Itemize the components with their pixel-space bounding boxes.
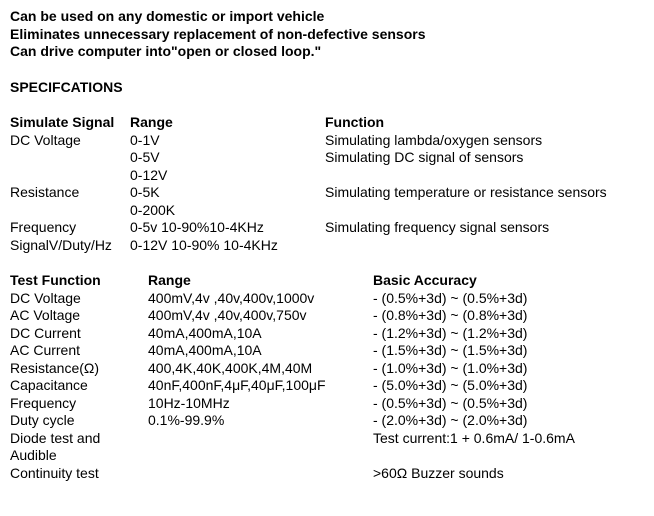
table-row: 0-200K xyxy=(10,202,644,220)
table-row: SignalV/Duty/Hz 0-12V 10-90% 10-4KHz xyxy=(10,237,644,255)
test-col-1: 10Hz-10MHz xyxy=(148,395,373,413)
test-col-1: 40mA,400mA,10A xyxy=(148,342,373,360)
test-col-1 xyxy=(148,465,373,483)
test-col-2: - (0.5%+3d) ~ (0.5%+3d) xyxy=(373,395,644,413)
test-col-1: 40mA,400mA,10A xyxy=(148,325,373,343)
intro-line-1: Can be used on any domestic or import ve… xyxy=(10,8,644,26)
sig-col-2 xyxy=(325,237,644,255)
table-row: 0-5V Simulating DC signal of sensors xyxy=(10,149,644,167)
sig-col-2 xyxy=(325,202,644,220)
test-col-2: >60Ω Buzzer sounds xyxy=(373,465,644,483)
test-col-0: Continuity test xyxy=(10,465,148,483)
test-col-2: - (0.8%+3d) ~ (0.8%+3d) xyxy=(373,307,644,325)
sig-col-1: 0-200K xyxy=(130,202,325,220)
test-col-0: Duty cycle xyxy=(10,412,148,430)
sig-col-1: 0-5V xyxy=(130,149,325,167)
test-col-1: 400mV,4v ,40v,400v,750v xyxy=(148,307,373,325)
test-col-1: 400,4K,40K,400K,4M,40M xyxy=(148,360,373,378)
test-col-1 xyxy=(148,430,373,465)
sig-col-2: Simulating frequency signal sensors xyxy=(325,219,644,237)
sig-col-0: Resistance xyxy=(10,184,130,202)
test-col-1: 400mV,4v ,40v,400v,1000v xyxy=(148,290,373,308)
sig-header-range: Range xyxy=(130,114,325,132)
simulate-signal-table: Simulate Signal Range Function DC Voltag… xyxy=(10,114,644,254)
table-row: DC Voltage 400mV,4v ,40v,400v,1000v - (0… xyxy=(10,290,644,308)
intro-line-2: Eliminates unnecessary replacement of no… xyxy=(10,26,644,44)
test-header-row: Test Function Range Basic Accuracy xyxy=(10,272,644,290)
sig-col-0 xyxy=(10,149,130,167)
sig-col-1: 0-5v 10-90%10-4KHz xyxy=(130,219,325,237)
sig-col-2 xyxy=(325,167,644,185)
test-col-0: DC Current xyxy=(10,325,148,343)
test-header-range: Range xyxy=(148,272,373,290)
test-col-0: Capacitance xyxy=(10,377,148,395)
specifications-heading: SPECIFCATIONS xyxy=(10,79,644,97)
table-row: Frequency 0-5v 10-90%10-4KHz Simulating … xyxy=(10,219,644,237)
sig-col-0: Frequency xyxy=(10,219,130,237)
table-row: AC Current 40mA,400mA,10A - (1.5%+3d) ~ … xyxy=(10,342,644,360)
test-col-2: Test current:1 + 0.6mA/ 1-0.6mA xyxy=(373,430,644,465)
sig-col-0: SignalV/Duty/Hz xyxy=(10,237,130,255)
sig-col-0 xyxy=(10,167,130,185)
sig-col-1: 0-5K xyxy=(130,184,325,202)
test-col-1: 0.1%-99.9% xyxy=(148,412,373,430)
test-col-2: - (5.0%+3d) ~ (5.0%+3d) xyxy=(373,377,644,395)
test-col-0: Diode test and Audible xyxy=(10,430,148,465)
sig-col-2: Simulating temperature or resistance sen… xyxy=(325,184,644,202)
test-col-2: - (0.5%+3d) ~ (0.5%+3d) xyxy=(373,290,644,308)
sig-col-1: 0-12V xyxy=(130,167,325,185)
test-function-table: Test Function Range Basic Accuracy DC Vo… xyxy=(10,272,644,482)
sig-header-simulate-signal: Simulate Signal xyxy=(10,114,130,132)
test-col-0: AC Voltage xyxy=(10,307,148,325)
test-col-2: - (1.2%+3d) ~ (1.2%+3d) xyxy=(373,325,644,343)
sig-col-0 xyxy=(10,202,130,220)
test-col-1: 40nF,400nF,4μF,40μF,100μF xyxy=(148,377,373,395)
table-row: Continuity test >60Ω Buzzer sounds xyxy=(10,465,644,483)
table-row: Frequency 10Hz-10MHz - (0.5%+3d) ~ (0.5%… xyxy=(10,395,644,413)
table-row: Capacitance 40nF,400nF,4μF,40μF,100μF - … xyxy=(10,377,644,395)
test-col-0: DC Voltage xyxy=(10,290,148,308)
test-col-2: - (1.5%+3d) ~ (1.5%+3d) xyxy=(373,342,644,360)
table-row: AC Voltage 400mV,4v ,40v,400v,750v - (0.… xyxy=(10,307,644,325)
table-row: Duty cycle 0.1%-99.9% - (2.0%+3d) ~ (2.0… xyxy=(10,412,644,430)
test-header-function: Test Function xyxy=(10,272,148,290)
intro-block: Can be used on any domestic or import ve… xyxy=(10,8,644,61)
intro-line-3: Can drive computer into"open or closed l… xyxy=(10,43,644,61)
table-row: Diode test and Audible Test current:1 + … xyxy=(10,430,644,465)
test-col-0: Resistance(Ω) xyxy=(10,360,148,378)
sig-col-2: Simulating lambda/oxygen sensors xyxy=(325,132,644,150)
table-row: Resistance(Ω) 400,4K,40K,400K,4M,40M - (… xyxy=(10,360,644,378)
table-row: Resistance 0-5K Simulating temperature o… xyxy=(10,184,644,202)
sig-header-function: Function xyxy=(325,114,644,132)
table-row: DC Voltage 0-1V Simulating lambda/oxygen… xyxy=(10,132,644,150)
sig-col-2: Simulating DC signal of sensors xyxy=(325,149,644,167)
sig-header-row: Simulate Signal Range Function xyxy=(10,114,644,132)
test-col-2: - (2.0%+3d) ~ (2.0%+3d) xyxy=(373,412,644,430)
table-row: DC Current 40mA,400mA,10A - (1.2%+3d) ~ … xyxy=(10,325,644,343)
test-header-accuracy: Basic Accuracy xyxy=(373,272,644,290)
test-col-2: - (1.0%+3d) ~ (1.0%+3d) xyxy=(373,360,644,378)
test-col-0: Frequency xyxy=(10,395,148,413)
test-col-0: AC Current xyxy=(10,342,148,360)
table-row: 0-12V xyxy=(10,167,644,185)
sig-col-1: 0-12V 10-90% 10-4KHz xyxy=(130,237,325,255)
sig-col-1: 0-1V xyxy=(130,132,325,150)
sig-col-0: DC Voltage xyxy=(10,132,130,150)
